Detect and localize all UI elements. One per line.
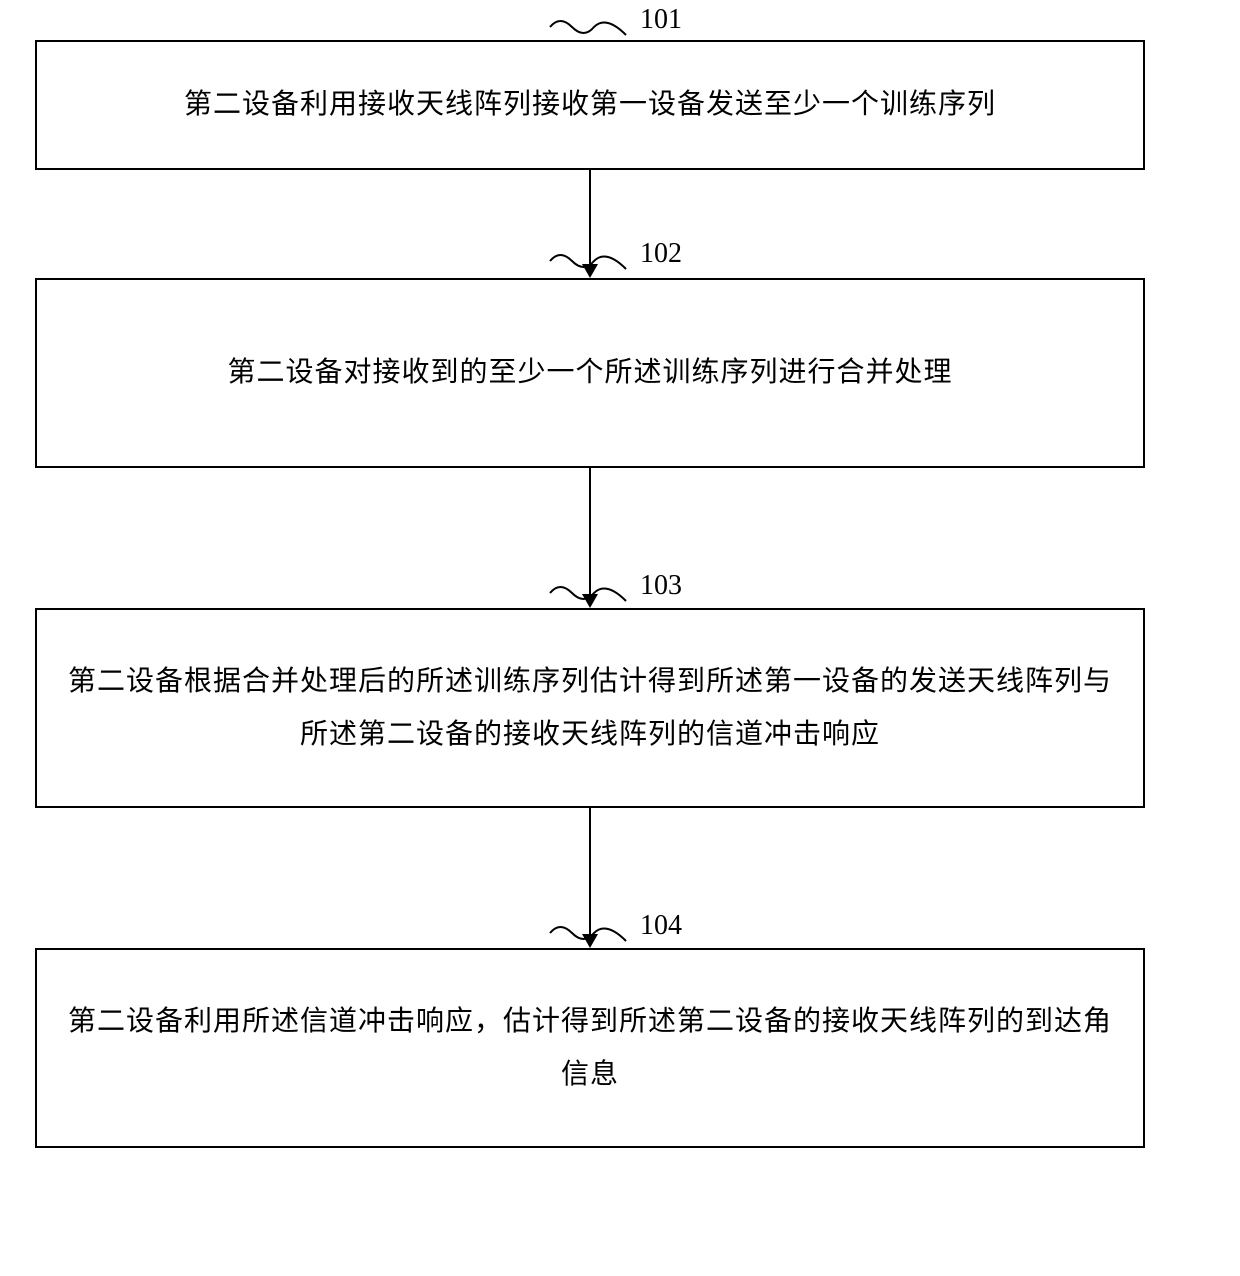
step-box-103: 第二设备根据合并处理后的所述训练序列估计得到所述第一设备的发送天线阵列与所述第二… — [35, 608, 1145, 808]
arrow-line-3 — [589, 808, 591, 934]
step-box-102: 第二设备对接收到的至少一个所述训练序列进行合并处理 — [35, 278, 1145, 468]
step-box-101: 第二设备利用接收天线阵列接收第一设备发送至少一个训练序列 — [35, 40, 1145, 170]
squiggle-101 — [548, 13, 628, 39]
step-label-104: 104 — [640, 910, 682, 942]
step-label-101: 101 — [640, 4, 682, 36]
arrow-line-2 — [589, 468, 591, 594]
step-text-103: 第二设备根据合并处理后的所述训练序列估计得到所述第一设备的发送天线阵列与所述第二… — [67, 655, 1113, 761]
flowchart-canvas: 101 第二设备利用接收天线阵列接收第一设备发送至少一个训练序列 102 第二设… — [0, 0, 1240, 1276]
step-box-104: 第二设备利用所述信道冲击响应，估计得到所述第二设备的接收天线阵列的到达角信息 — [35, 948, 1145, 1148]
step-text-104: 第二设备利用所述信道冲击响应，估计得到所述第二设备的接收天线阵列的到达角信息 — [67, 995, 1113, 1101]
squiggle-102 — [548, 247, 628, 273]
squiggle-103 — [548, 579, 628, 605]
step-text-101: 第二设备利用接收天线阵列接收第一设备发送至少一个训练序列 — [184, 78, 996, 131]
step-label-102: 102 — [640, 238, 682, 270]
step-label-103: 103 — [640, 570, 682, 602]
step-text-102: 第二设备对接收到的至少一个所述训练序列进行合并处理 — [227, 346, 952, 399]
squiggle-104 — [548, 919, 628, 945]
